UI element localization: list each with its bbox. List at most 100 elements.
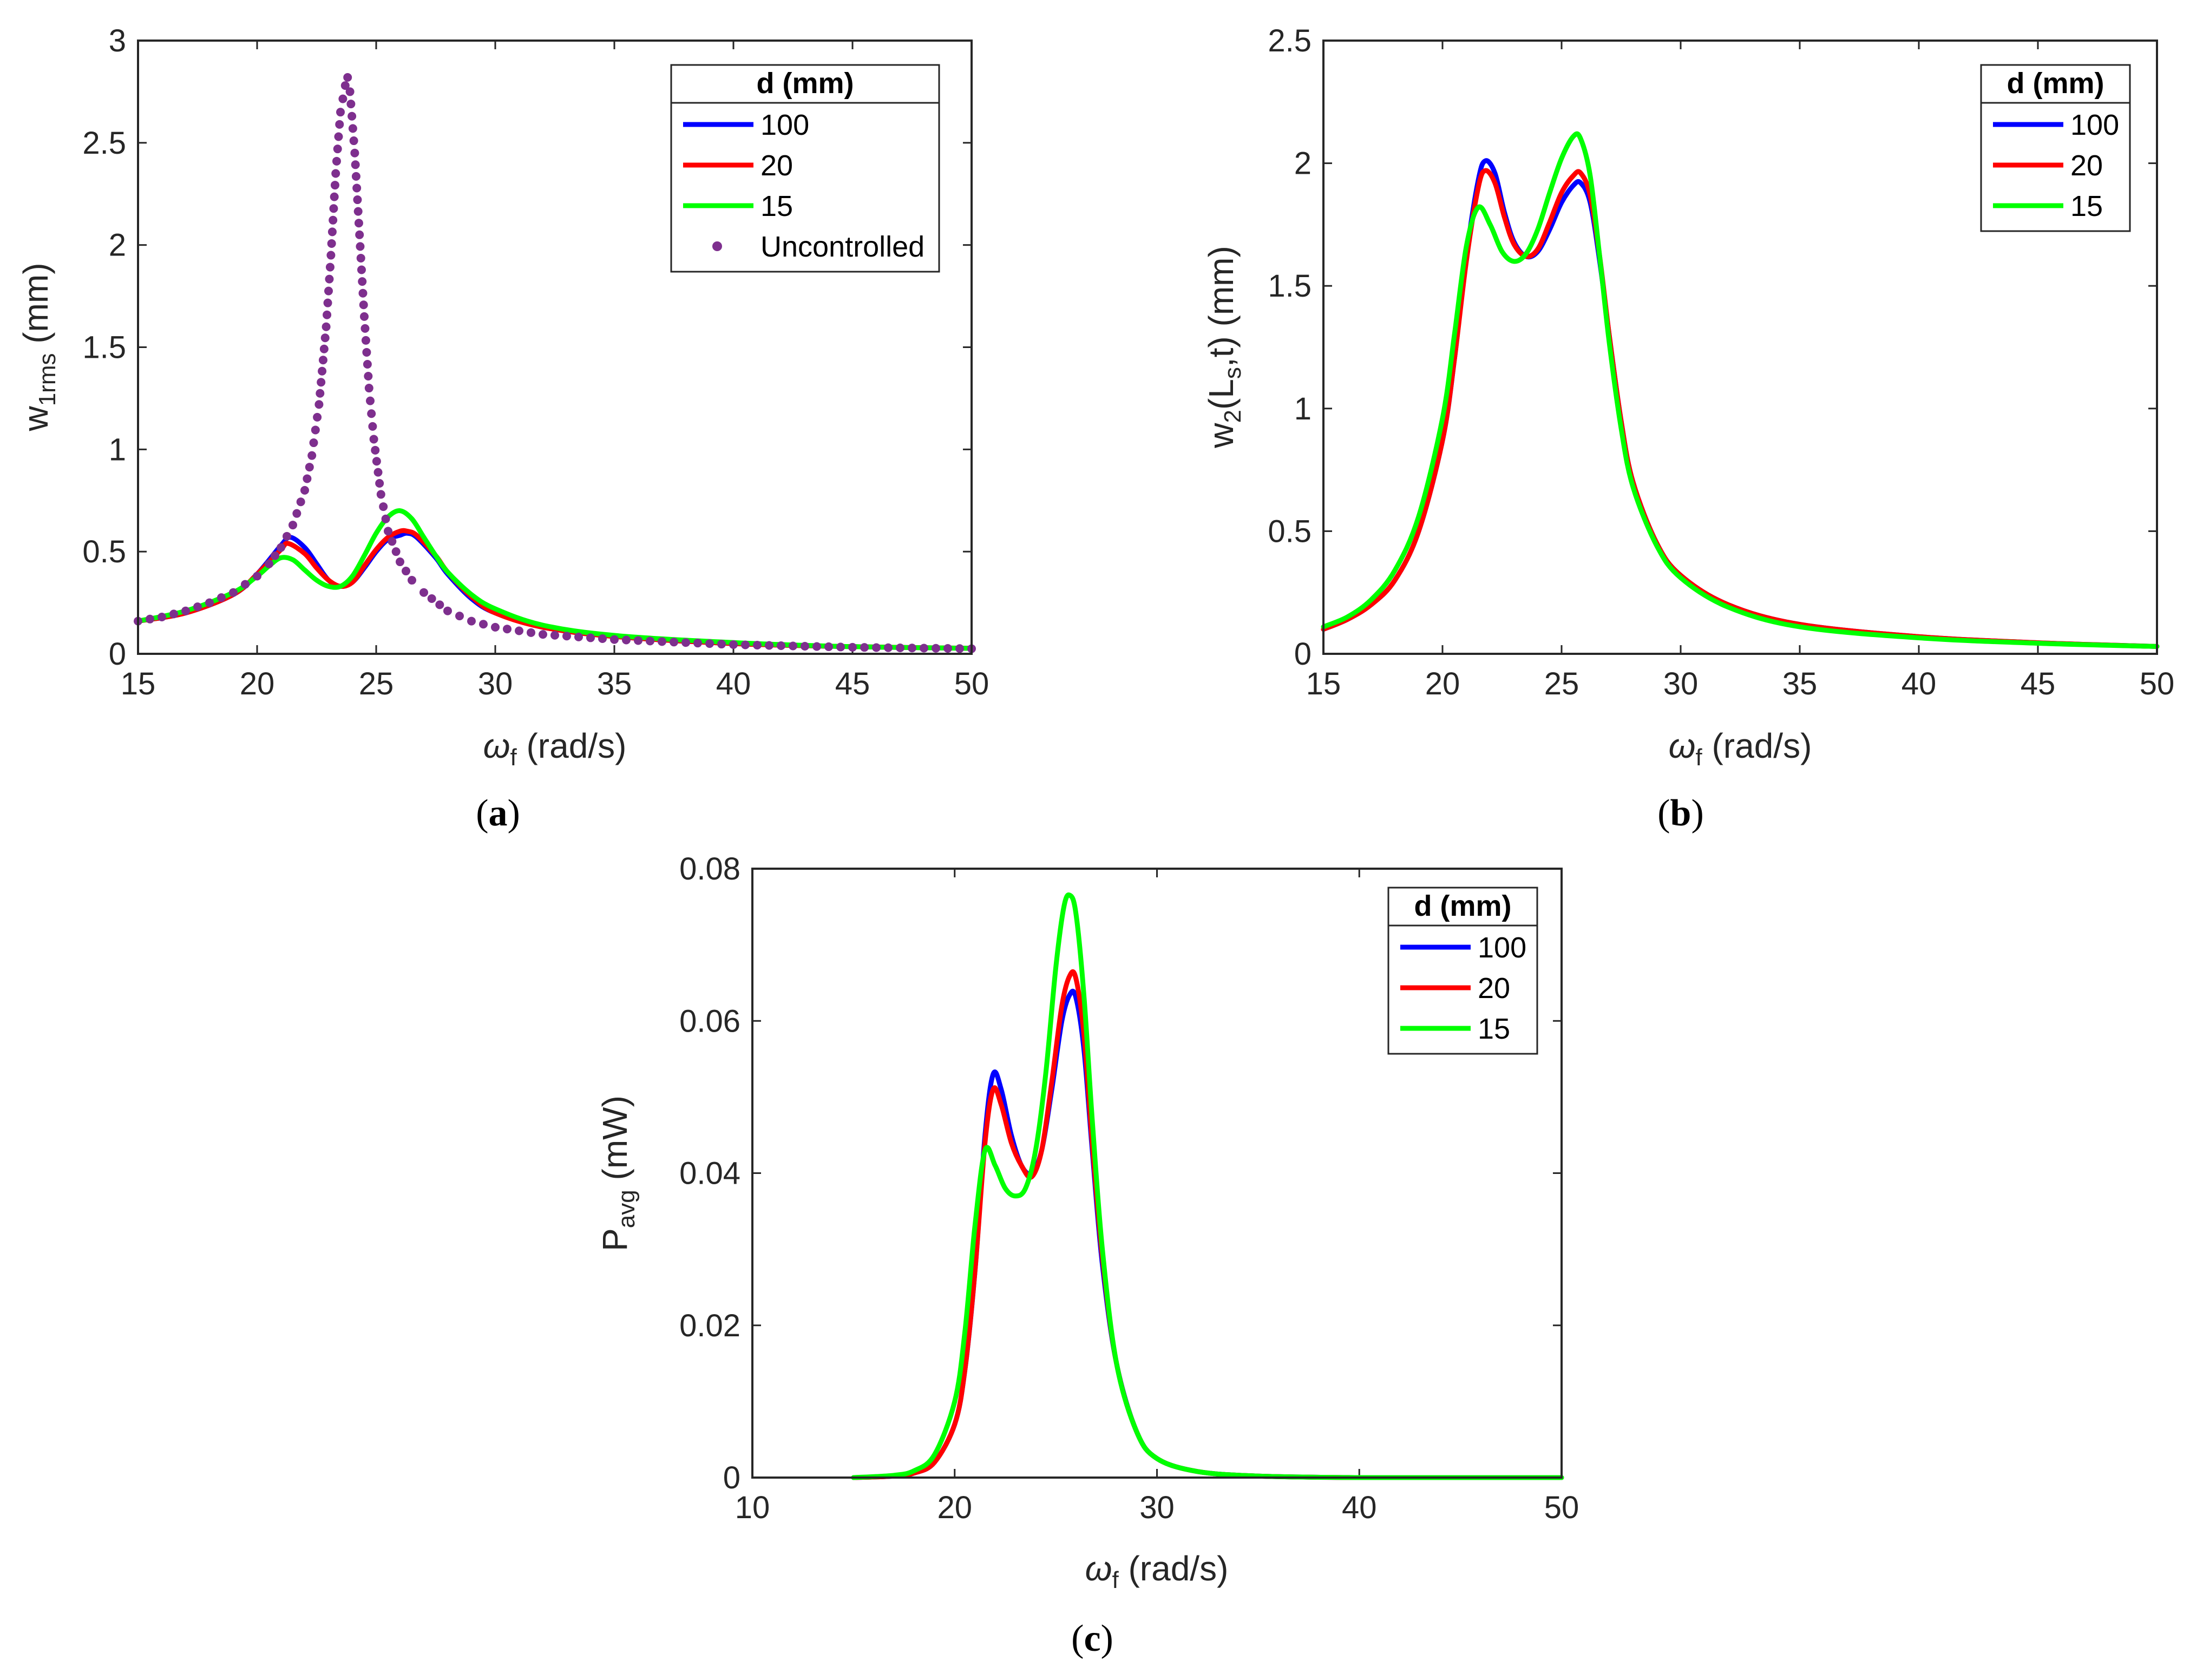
x-tick-label: 50 bbox=[1544, 1490, 1579, 1525]
data-point-uncontrolled bbox=[322, 322, 331, 331]
data-point-uncontrolled bbox=[741, 640, 750, 649]
data-point-uncontrolled bbox=[384, 527, 392, 536]
caption-letter: b bbox=[1670, 792, 1691, 834]
y-tick-label: 0.06 bbox=[679, 1003, 740, 1039]
y-axis-label-a: w1rms (mm) bbox=[16, 262, 61, 431]
x-tick-label: 35 bbox=[1782, 666, 1818, 701]
data-point-uncontrolled bbox=[158, 613, 166, 622]
data-point-uncontrolled bbox=[388, 537, 397, 546]
y-tick-label: 1 bbox=[1294, 391, 1312, 426]
data-point-uncontrolled bbox=[455, 612, 464, 621]
data-point-uncontrolled bbox=[325, 262, 335, 272]
legend-label: 20 bbox=[760, 149, 793, 182]
data-point-uncontrolled bbox=[562, 632, 571, 641]
axes-box-b bbox=[1322, 40, 2158, 655]
data-point-uncontrolled bbox=[355, 230, 364, 239]
y-label-sub: avg bbox=[613, 1190, 640, 1228]
data-point-uncontrolled bbox=[353, 207, 363, 216]
x-label-sub: f bbox=[1112, 1567, 1119, 1593]
data-point-uncontrolled bbox=[320, 333, 330, 343]
y-label-main: w bbox=[1202, 423, 1241, 449]
data-point-uncontrolled bbox=[848, 642, 857, 652]
ticks-c: 10 20 30 40 50 0 0.02 0.04 0.06 0.08 bbox=[679, 851, 1579, 1525]
legend-label: 15 bbox=[2070, 190, 2103, 222]
data-point-uncontrolled bbox=[361, 336, 370, 345]
x-tick-label: 20 bbox=[1425, 666, 1460, 701]
data-point-uncontrolled bbox=[350, 148, 359, 158]
data-point-uncontrolled bbox=[357, 265, 366, 274]
data-point-uncontrolled bbox=[313, 412, 322, 422]
y-tick-label: 2 bbox=[1294, 146, 1312, 181]
data-point-uncontrolled bbox=[658, 637, 666, 646]
data-point-uncontrolled bbox=[622, 635, 631, 645]
x-axis-label-c: ωf (rad/s) bbox=[1085, 1549, 1229, 1593]
x-label-rest: (rad/s) bbox=[517, 726, 627, 765]
y-axis-label-c: Pavg (mW) bbox=[595, 1095, 640, 1251]
data-point-uncontrolled bbox=[539, 630, 547, 639]
data-point-uncontrolled bbox=[217, 593, 226, 602]
data-point-uncontrolled bbox=[402, 567, 410, 576]
data-point-uncontrolled bbox=[920, 644, 928, 653]
y-tick-label: 2.5 bbox=[82, 126, 126, 161]
y-tick-label: 1.5 bbox=[1268, 268, 1312, 304]
data-point-uncontrolled bbox=[323, 298, 332, 307]
ticks-a: 15 20 25 30 35 40 45 50 0 0.5 1 1.5 2 2.5 3 bbox=[82, 23, 989, 701]
x-tick-label: 35 bbox=[597, 666, 632, 701]
y-label-rest: (mm) bbox=[16, 262, 55, 353]
legend-label: 15 bbox=[1478, 1013, 1510, 1045]
data-point-uncontrolled bbox=[515, 626, 523, 635]
data-point-uncontrolled bbox=[729, 640, 738, 649]
series-a bbox=[134, 73, 976, 653]
x-tick-label: 30 bbox=[478, 666, 513, 701]
y-label-rest: ,t) (mm) bbox=[1202, 246, 1241, 367]
data-point-uncontrolled bbox=[932, 644, 940, 653]
panel-caption-c: (c) bbox=[1071, 1618, 1113, 1659]
y-label-sub: 1rms bbox=[34, 353, 61, 406]
data-point-uncontrolled bbox=[634, 636, 642, 645]
data-point-uncontrolled bbox=[427, 594, 436, 603]
data-point-uncontrolled bbox=[860, 643, 869, 652]
x-axis-label-a: ωf (rad/s) bbox=[483, 726, 627, 771]
data-point-uncontrolled bbox=[296, 497, 305, 507]
x-tick-label: 20 bbox=[937, 1490, 972, 1525]
data-point-uncontrolled bbox=[646, 636, 654, 646]
data-point-uncontrolled bbox=[327, 227, 337, 237]
data-point-uncontrolled bbox=[277, 543, 285, 552]
legend-label: 100 bbox=[1478, 931, 1526, 964]
data-point-uncontrolled bbox=[371, 445, 380, 455]
x-label-main: ω bbox=[483, 726, 510, 765]
data-point-uncontrolled bbox=[329, 204, 338, 213]
data-point-uncontrolled bbox=[693, 639, 702, 648]
y-tick-label: 0.5 bbox=[1268, 514, 1312, 549]
data-point-uncontrolled bbox=[362, 347, 371, 357]
data-point-uncontrolled bbox=[396, 557, 404, 567]
data-point-uncontrolled bbox=[369, 435, 378, 444]
caption-open: ( bbox=[1657, 792, 1670, 834]
legend-box bbox=[670, 64, 940, 273]
data-point-uncontrolled bbox=[360, 324, 370, 333]
legend-label: 20 bbox=[2070, 149, 2103, 182]
data-point-uncontrolled bbox=[408, 576, 416, 585]
legend-c: d (mm) 100 20 15 bbox=[1387, 887, 1538, 1055]
data-point-uncontrolled bbox=[314, 400, 324, 409]
data-point-uncontrolled bbox=[360, 312, 369, 321]
legend-a: d (mm) 100 20 15 Uncontrolled bbox=[670, 64, 940, 273]
data-point-uncontrolled bbox=[354, 219, 363, 228]
x-tick-label: 15 bbox=[1306, 666, 1341, 701]
data-point-uncontrolled bbox=[356, 253, 365, 262]
x-label-rest: (rad/s) bbox=[1702, 726, 1812, 765]
data-point-uncontrolled bbox=[503, 625, 512, 634]
data-point-uncontrolled bbox=[375, 479, 384, 488]
data-point-uncontrolled bbox=[670, 638, 678, 647]
data-point-uncontrolled bbox=[610, 635, 619, 644]
data-point-uncontrolled bbox=[334, 132, 343, 141]
data-point-uncontrolled bbox=[346, 100, 356, 109]
x-label-main: ω bbox=[1085, 1549, 1112, 1588]
data-point-uncontrolled bbox=[801, 641, 809, 651]
panel-c: 10 20 30 40 50 0 0.02 0.04 0.06 0.08 Pavg (mW) ωf… bbox=[595, 851, 1579, 1659]
data-point-uncontrolled bbox=[338, 94, 347, 103]
data-point-uncontrolled bbox=[271, 551, 279, 560]
data-point-uncontrolled bbox=[379, 502, 388, 511]
y-label-sub1: 2 bbox=[1219, 410, 1246, 423]
